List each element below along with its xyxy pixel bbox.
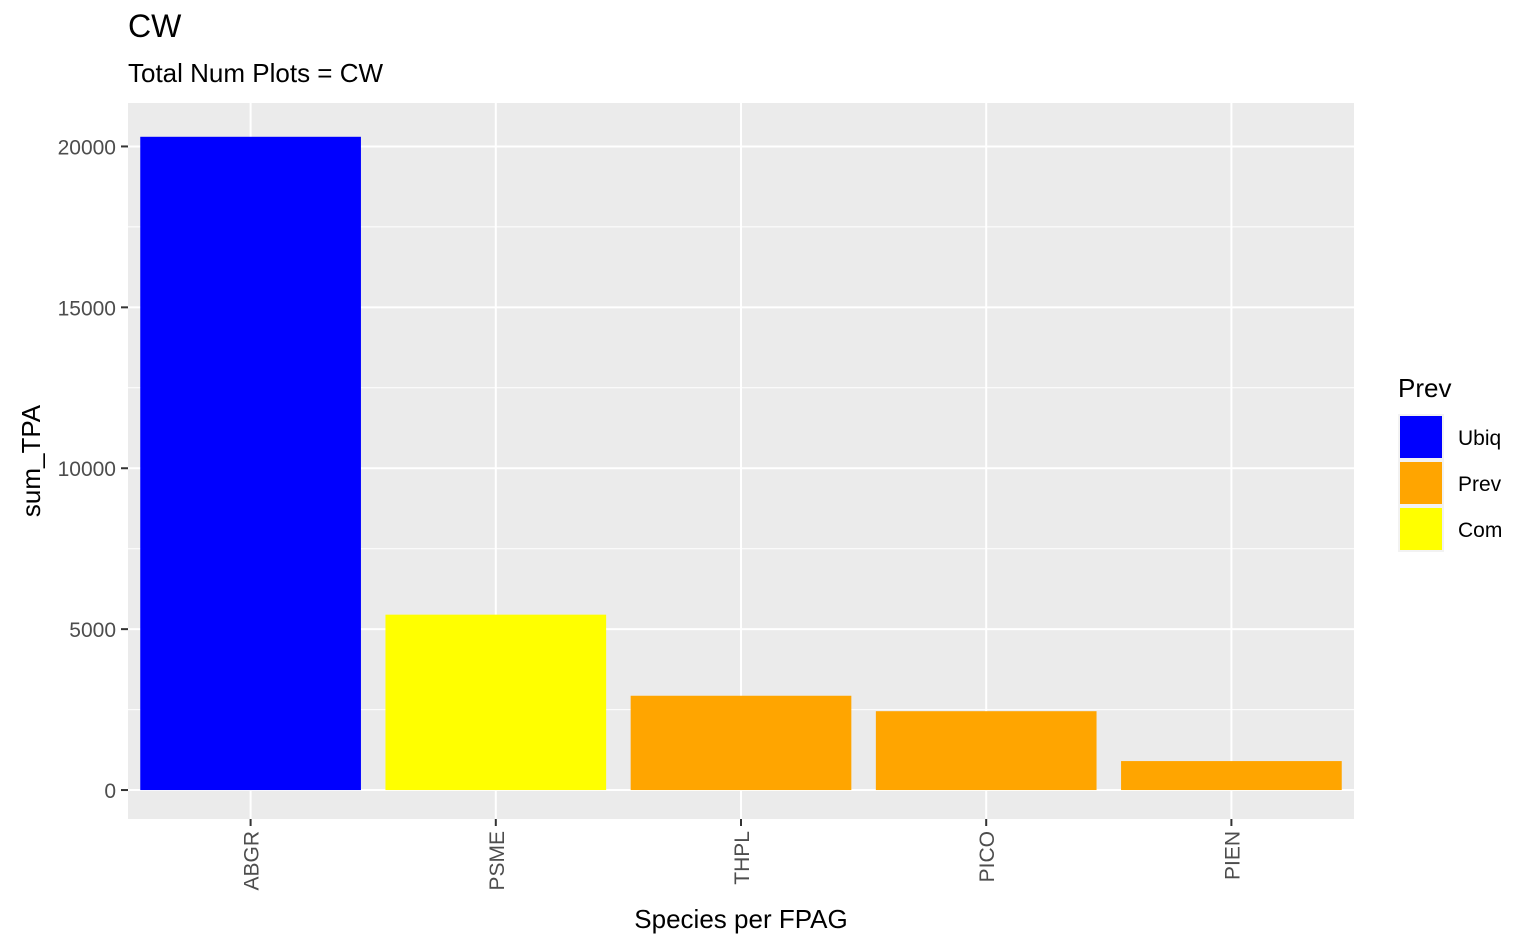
bar-psme (385, 614, 607, 791)
x-tick-label-pien: PIEN (1221, 831, 1244, 880)
y-tick-label: 20000 (58, 136, 116, 159)
y-axis-title: sum_TPA (16, 404, 46, 517)
x-tick-label-pico: PICO (976, 831, 999, 882)
y-tick-label: 15000 (58, 297, 116, 320)
legend-swatch-com (1400, 508, 1442, 550)
bar-thpl (630, 695, 852, 791)
y-tick-label: 5000 (69, 619, 116, 642)
bar-pico (875, 711, 1097, 791)
legend-label-ubiq: Ubiq (1458, 427, 1501, 450)
y-tick-label: 0 (104, 780, 116, 803)
chart-subtitle: Total Num Plots = CW (128, 58, 384, 88)
x-tick-label-psme: PSME (486, 831, 509, 891)
y-tick-label: 10000 (58, 458, 116, 481)
bar-abgr (140, 136, 361, 791)
legend-swatch-ubiq (1400, 416, 1442, 458)
x-tick-label-abgr: ABGR (241, 831, 264, 891)
legend-swatch-prev (1400, 462, 1442, 504)
legend-title: Prev (1398, 373, 1451, 403)
legend-label-com: Com (1458, 519, 1502, 542)
bar-pien (1121, 761, 1342, 791)
x-axis-title: Species per FPAG (634, 904, 847, 934)
legend-label-prev: Prev (1458, 473, 1502, 496)
x-tick-label-thpl: THPL (731, 831, 754, 885)
chart-title: CW (128, 8, 182, 44)
